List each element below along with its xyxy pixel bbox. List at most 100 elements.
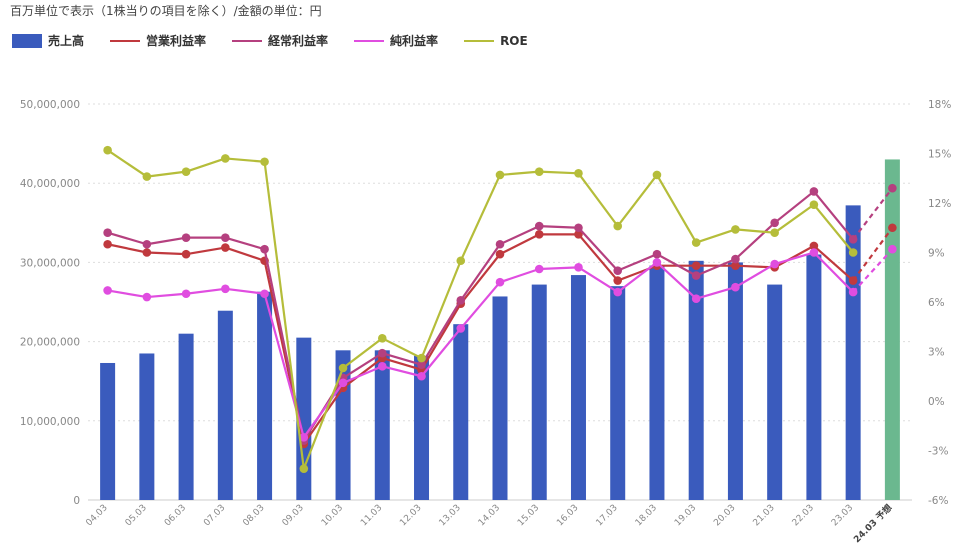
data-point-純利益率 bbox=[456, 324, 466, 333]
data-point-営業利益率 bbox=[848, 276, 858, 285]
data-point-ROE bbox=[221, 154, 230, 163]
data-point-営業利益率 bbox=[534, 230, 544, 239]
sales-bar bbox=[374, 350, 390, 500]
data-point-純利益率 bbox=[181, 289, 191, 299]
data-point-経常利益率 bbox=[613, 266, 623, 275]
x-tick-label: 09.03 bbox=[281, 503, 306, 528]
data-point-ROE bbox=[691, 238, 701, 247]
data-point-純利益率 bbox=[299, 433, 309, 442]
unit-note: 百万単位で表示（1株当りの項目を除く）/金額の単位：円 bbox=[10, 4, 322, 18]
data-point-経常利益率 bbox=[574, 223, 583, 233]
data-point-経常利益率 bbox=[888, 183, 897, 193]
data-point-純利益率 bbox=[731, 282, 740, 292]
sales-bar bbox=[178, 333, 194, 500]
legend-label-net-margin: 純利益率 bbox=[390, 34, 439, 48]
data-point-ROE bbox=[848, 248, 858, 257]
legend-item-ordinary-margin[interactable]: 経常利益率 bbox=[232, 32, 328, 49]
legend-swatch-sales bbox=[12, 33, 42, 48]
data-point-ROE bbox=[456, 256, 466, 266]
data-point-営業利益率 bbox=[495, 249, 505, 259]
x-tick-label: 23.03 bbox=[830, 503, 855, 528]
x-tick-label: 11.03 bbox=[359, 503, 384, 528]
data-point-ROE bbox=[142, 172, 152, 181]
right-tick-label: 6% bbox=[928, 297, 945, 309]
x-tick-label: 08.03 bbox=[241, 503, 266, 528]
left-tick-label: 20,000,000 bbox=[20, 337, 80, 349]
legend-label-operating-margin: 営業利益率 bbox=[146, 34, 207, 48]
legend-swatch-operating-margin bbox=[110, 39, 141, 42]
sales-bar bbox=[453, 324, 469, 500]
data-point-経常利益率 bbox=[181, 233, 191, 242]
series-line-経常利益率 bbox=[107, 190, 854, 442]
legend-swatch-net-margin bbox=[354, 39, 385, 42]
series-line-営業利益率 bbox=[107, 233, 854, 445]
data-point-営業利益率 bbox=[142, 248, 152, 257]
data-point-純利益率 bbox=[613, 287, 623, 297]
x-tick-label: 21.03 bbox=[751, 503, 776, 528]
data-point-純利益率 bbox=[809, 248, 819, 257]
data-point-純利益率 bbox=[495, 277, 505, 287]
right-tick-label: 9% bbox=[928, 248, 945, 260]
sales-bar bbox=[531, 284, 547, 500]
data-point-ROE bbox=[731, 225, 740, 234]
data-point-ROE bbox=[809, 200, 819, 209]
data-point-営業利益率 bbox=[181, 249, 191, 259]
data-point-ROE bbox=[338, 363, 348, 373]
sales-bar bbox=[139, 353, 155, 500]
sales-bar bbox=[335, 350, 351, 500]
x-axis-labels: 04.03 05.03 06.03 07.03 08.03 09.03 10.03 11.03… bbox=[84, 502, 894, 545]
data-point-経常利益率 bbox=[848, 235, 858, 244]
right-tick-label: 3% bbox=[928, 347, 945, 359]
sales-bar bbox=[884, 159, 900, 500]
legend-item-roe[interactable]: ROE bbox=[464, 34, 528, 48]
sales-bar bbox=[688, 260, 704, 500]
data-point-経常利益率 bbox=[770, 218, 779, 228]
x-tick-label: 22.03 bbox=[791, 503, 816, 528]
data-point-経常利益率 bbox=[534, 221, 544, 231]
forecast-line-経常利益率 bbox=[852, 187, 894, 240]
x-tick-label: 13.03 bbox=[438, 503, 463, 528]
data-point-純利益率 bbox=[417, 371, 426, 381]
series-line-ROE bbox=[107, 149, 854, 470]
x-tick-label: 19.03 bbox=[673, 503, 698, 528]
data-point-純利益率 bbox=[691, 294, 701, 304]
legend-label-ordinary-margin: 経常利益率 bbox=[268, 34, 329, 48]
right-tick-label: -3% bbox=[928, 446, 948, 458]
left-tick-label: 30,000,000 bbox=[20, 257, 80, 269]
data-point-ROE bbox=[534, 167, 544, 176]
data-point-経常利益率 bbox=[221, 233, 230, 242]
sales-bars bbox=[100, 159, 900, 500]
legend-item-operating-margin[interactable]: 営業利益率 bbox=[110, 32, 206, 49]
sales-bar bbox=[727, 262, 743, 500]
x-tick-label: 12.03 bbox=[398, 503, 423, 528]
data-point-純利益率 bbox=[377, 362, 387, 371]
data-point-ROE bbox=[260, 157, 269, 167]
x-tick-label: 10.03 bbox=[320, 503, 345, 528]
data-point-ROE bbox=[574, 169, 583, 178]
x-tick-label: 24.03 予想 bbox=[851, 502, 895, 545]
x-tick-label: 05.03 bbox=[124, 503, 149, 528]
sales-bar bbox=[610, 286, 626, 500]
x-tick-label: 16.03 bbox=[555, 503, 580, 528]
data-point-ROE bbox=[299, 464, 309, 473]
forecast-line-営業利益率 bbox=[852, 227, 894, 282]
data-point-ROE bbox=[495, 170, 505, 180]
ratio-lines bbox=[103, 145, 897, 473]
forecast-line-純利益率 bbox=[852, 248, 894, 293]
data-point-ROE bbox=[103, 145, 112, 155]
data-point-純利益率 bbox=[848, 287, 858, 297]
data-point-経常利益率 bbox=[495, 239, 505, 249]
x-tick-label: 20.03 bbox=[712, 503, 737, 528]
data-point-経常利益率 bbox=[377, 348, 387, 358]
data-point-純利益率 bbox=[652, 258, 662, 267]
left-tick-label: 40,000,000 bbox=[20, 178, 80, 190]
legend-item-net-margin[interactable]: 純利益率 bbox=[354, 32, 438, 49]
data-point-経常利益率 bbox=[103, 228, 112, 237]
legend-item-sales[interactable]: 売上高 bbox=[12, 32, 84, 49]
data-point-営業利益率 bbox=[691, 261, 701, 271]
legend-swatch-roe bbox=[464, 39, 495, 42]
data-point-経常利益率 bbox=[731, 254, 740, 264]
data-point-経常利益率 bbox=[142, 239, 152, 249]
legend-label-roe: ROE bbox=[500, 33, 528, 48]
